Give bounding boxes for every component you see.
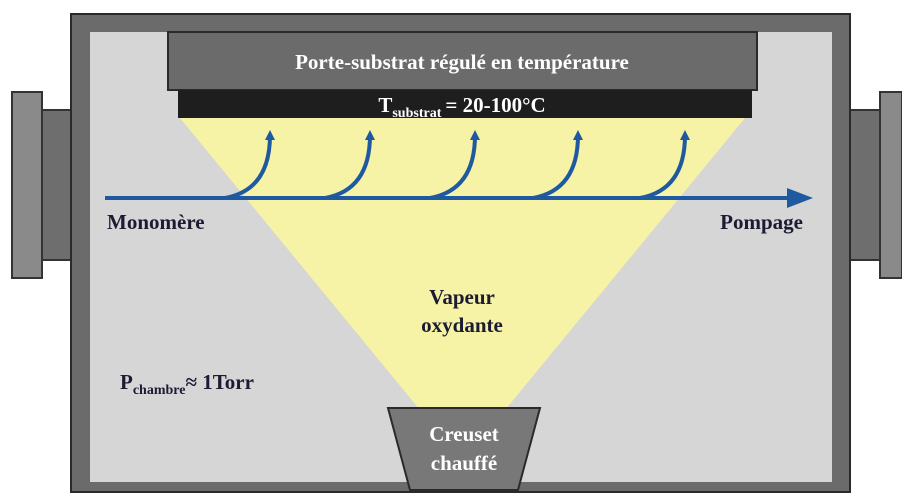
temperature-label: Tsubstrat = 20-100°C: [378, 93, 545, 121]
right-port: [847, 109, 881, 261]
right-flange: [879, 91, 902, 279]
value: ≈ 1Torr: [185, 370, 254, 394]
crucible-label: chauffé: [431, 451, 498, 475]
subscript: chambre: [133, 383, 186, 398]
crucible: [386, 407, 542, 491]
left-port: [41, 109, 73, 261]
left-flange: [11, 91, 43, 279]
flow-arrows: [105, 130, 813, 208]
holder-title: Porte-substrat régulé en température: [295, 50, 629, 74]
symbol: P: [120, 370, 133, 394]
pressure-label: Pchambre≈ 1Torr: [120, 370, 254, 398]
branch-arrow: [224, 130, 275, 200]
branch-arrow: [324, 130, 375, 200]
vapor-cone: [180, 118, 745, 410]
branch-arrow: [429, 130, 480, 200]
branch-arrow: [639, 130, 690, 200]
branch-arrow: [532, 130, 583, 200]
substrate-plate: [178, 90, 752, 118]
subscript: substrat: [392, 106, 441, 121]
symbol: T: [378, 93, 392, 117]
vapor-label: Vapeur: [429, 285, 495, 309]
inlet-label: Monomère: [107, 210, 205, 234]
vapor-label: oxydante: [421, 313, 503, 337]
value: = 20-100°C: [445, 93, 545, 117]
outlet-label: Pompage: [720, 210, 803, 234]
crucible-label: Creuset: [429, 422, 499, 446]
